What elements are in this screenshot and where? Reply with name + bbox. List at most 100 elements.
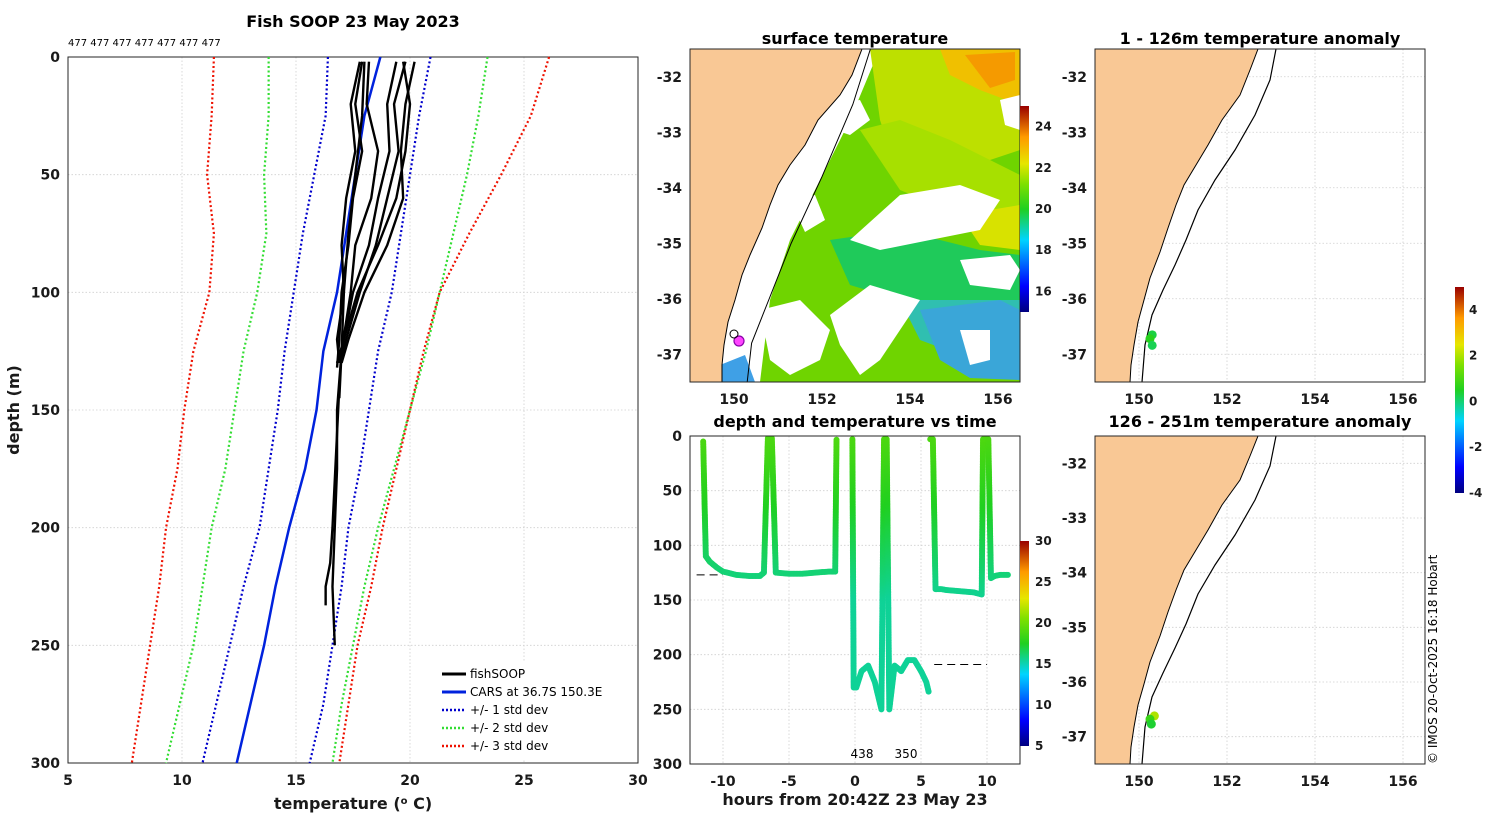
time-colorbar (1020, 541, 1029, 746)
sst-vessel-track (746, 49, 871, 382)
time-y-tick: 150 (653, 593, 682, 609)
profile-legend: fishSOOP CARS at 36.7S 150.3E +/- 1 std … (436, 662, 636, 760)
time-annotation-2: 350 (895, 747, 918, 761)
anomaly-colorbar-tick: 0 (1469, 394, 1477, 408)
profile-y-tick: 300 (31, 756, 60, 772)
sst-colorbar-tick: 20 (1035, 202, 1052, 216)
sst-coastline (721, 49, 863, 382)
time-title: depth and temperature vs time (713, 412, 996, 431)
profile-title: Fish SOOP 23 May 2023 (246, 12, 460, 31)
profile-x-tick: 5 (63, 773, 73, 789)
lon-tick: 154 (1300, 392, 1329, 408)
sst-title: surface temperature (762, 29, 949, 48)
std-dev-line-3 (130, 56, 216, 764)
time-x-tick: 10 (977, 774, 997, 790)
time-colorbar-tick: 25 (1035, 575, 1052, 589)
anom1-isobath (1141, 49, 1277, 382)
time-annotation-1: 438 (851, 747, 874, 761)
sst-colorbar-tick: 18 (1035, 243, 1052, 257)
time-colorbar-tick: 30 (1035, 534, 1052, 548)
fishsoop-cast-line (340, 61, 407, 359)
lat-tick: -32 (1062, 70, 1087, 86)
time-x-tick: 0 (850, 774, 860, 790)
time-y-tick: 250 (653, 702, 682, 718)
time-y-tick: 100 (653, 538, 682, 554)
sst-colorbar-ticks: 16 18 20 22 24 (1035, 120, 1052, 299)
sst-map-panel: surface temperature (657, 29, 1052, 408)
time-colorbar-tick: 10 (1035, 698, 1052, 712)
legend-label-std1: +/- 1 std dev (470, 703, 548, 717)
lat-tick: -37 (1062, 347, 1087, 363)
profile-x-tick: 25 (514, 773, 533, 789)
time-colorbar-tick: 15 (1035, 657, 1052, 671)
track-point (833, 436, 840, 443)
anom1-axes-box (1094, 48, 1426, 383)
std-dev-line-1 (201, 56, 330, 764)
lon-tick: 154 (1300, 774, 1329, 790)
sst-colorbar-tick: 24 (1035, 120, 1052, 134)
profile-y-label: depth (m) (4, 365, 23, 455)
footer-credit: © IMOS 20-Oct-2025 16:18 Hobart (1426, 554, 1440, 764)
lat-tick: -34 (657, 181, 683, 197)
cars-reference-depth (696, 574, 987, 666)
sst-colorbar-tick: 22 (1035, 161, 1052, 175)
anom1-point (1147, 340, 1157, 350)
anom1-lat-ticks: -32 -33 -34 -35 -36 -37 (1062, 70, 1088, 364)
profile-panel: Fish SOOP 23 May 2023 477 477 477 477 47… (4, 12, 648, 813)
profile-counts-label: 477 477 477 477 477 477 477 (68, 38, 221, 49)
anom1-title: 1 - 126m temperature anomaly (1120, 29, 1401, 48)
profile-x-tick: 30 (628, 773, 648, 789)
lon-tick: 152 (1212, 774, 1241, 790)
time-x-label: hours from 20:42Z 23 May 23 (722, 790, 987, 809)
fishsoop-cast-line (340, 61, 416, 364)
sst-lon-ticks: 150 152 154 156 (719, 392, 1012, 408)
profile-series (130, 56, 551, 764)
track-point (925, 688, 932, 695)
depth-time-panel: depth and temperature vs time -10 -5 0 5 10 … (653, 412, 1052, 809)
anomaly-colorbar-ticks: -4 -2 0 2 4 (1469, 303, 1482, 500)
lat-tick: -36 (1062, 292, 1087, 308)
depth-time-tracks (700, 436, 1011, 713)
lat-tick: -33 (1062, 125, 1087, 141)
anomaly-map-lower: 126 - 251m temperature anomaly -32 -33 -34… (1062, 412, 1426, 790)
time-y-ticks: 0 50 100 150 200 250 300 (653, 429, 682, 773)
time-colorbar-tick: 20 (1035, 616, 1052, 630)
sst-colorbar (1020, 106, 1029, 312)
sst-land (690, 49, 862, 382)
lat-tick: -33 (657, 125, 682, 141)
profile-axes-box (67, 56, 639, 764)
anom2-lat-ticks: -32 -33 -34 -35 -36 -37 (1062, 456, 1088, 745)
profile-x-ticks: 5 10 15 20 25 30 (63, 773, 648, 789)
lat-tick: -32 (657, 70, 682, 86)
anom2-grid (1095, 436, 1425, 764)
lat-tick: -36 (657, 292, 682, 308)
profile-x-tick: 15 (286, 773, 305, 789)
profile-y-tick: 200 (31, 521, 60, 537)
lon-tick: 150 (719, 392, 748, 408)
anom2-points (1145, 711, 1159, 729)
anom2-lon-ticks: 150 152 154 156 (1124, 774, 1417, 790)
lat-tick: -34 (1062, 181, 1088, 197)
sst-lat-ticks: -32 -33 -34 -35 -36 -37 (657, 70, 683, 364)
anom1-points (1145, 330, 1157, 350)
time-x-ticks: -10 -5 0 5 10 (710, 774, 997, 790)
sst-field (720, 49, 1020, 382)
lon-tick: 150 (1124, 392, 1153, 408)
anom1-coastline (1129, 49, 1259, 382)
profile-y-tick: 100 (31, 285, 60, 301)
time-x-tick: -5 (781, 774, 797, 790)
lat-tick: -33 (1062, 511, 1087, 527)
fishsoop-cast-line (331, 61, 366, 646)
time-x-tick: -10 (710, 774, 736, 790)
profile-y-tick: 0 (50, 50, 60, 66)
profile-x-tick: 10 (172, 773, 192, 789)
anom2-point (1146, 719, 1156, 729)
profile-y-tick: 50 (41, 168, 61, 184)
profile-x-label: temperature (o C) (274, 794, 432, 813)
lat-tick: -37 (1062, 730, 1087, 746)
fishsoop-cast-line (335, 61, 362, 364)
std-dev-line-3 (338, 56, 551, 764)
anom1-lon-ticks: 150 152 154 156 (1124, 392, 1417, 408)
time-y-tick: 0 (672, 429, 682, 445)
anom2-isobath (1141, 436, 1277, 764)
